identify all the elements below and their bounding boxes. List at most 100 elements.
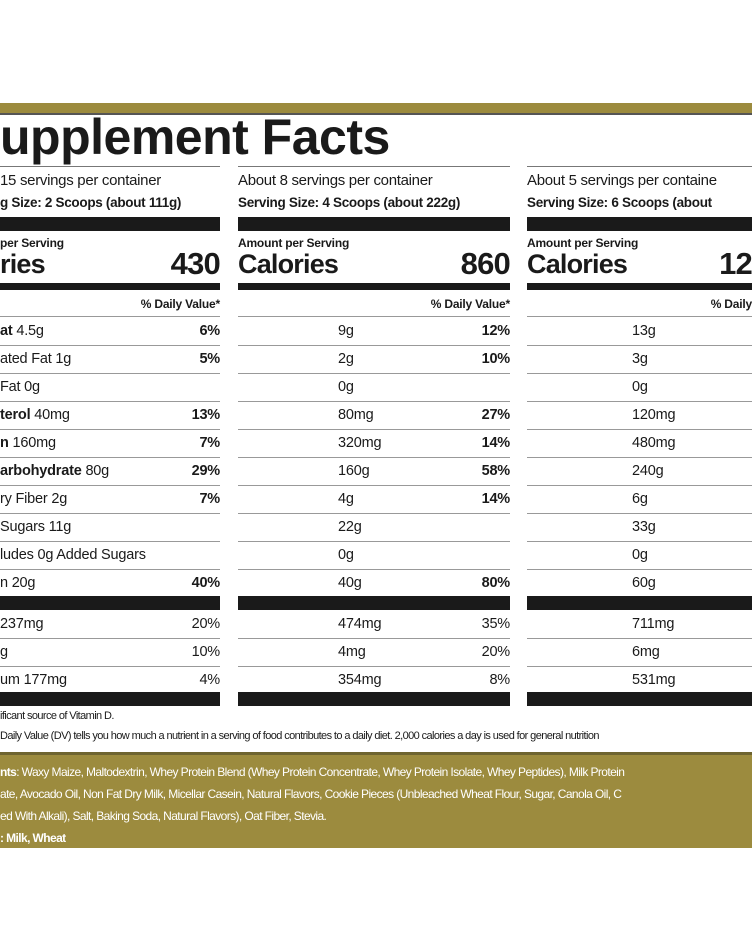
daily-value-header: % Daily [710, 297, 752, 311]
nutrient-amount: 240g [632, 463, 664, 479]
nutrient-amount: 60g [632, 575, 656, 591]
calories-value: 860 [460, 246, 511, 281]
nutrient-label: terol 40mg [0, 407, 70, 423]
nutrient-row: 2g 10% [238, 345, 510, 374]
nutrient-amount: 0g [338, 547, 354, 563]
nutrient-amount: 320mg [338, 435, 382, 451]
thick-divider [527, 283, 752, 290]
nutrient-row: n 160mg 7% [0, 429, 220, 458]
divider [0, 166, 220, 167]
nutrient-amount: 80mg [338, 407, 374, 423]
divider [527, 166, 752, 167]
servings-per-container: 15 servings per container [0, 172, 161, 189]
nutrient-label: at 4.5g [0, 323, 44, 339]
nutrient-amount: ated Fat 1g [0, 351, 72, 367]
nutrient-amount: 22g [338, 519, 362, 535]
mineral-percent: 8% [489, 672, 510, 688]
nutrient-row: Sugars 11g [0, 513, 220, 542]
vitamin-d-note: ificant source of Vitamin D. [0, 710, 114, 722]
top-gold-bar [0, 103, 752, 115]
facts-column: About 8 servings per container Serving S… [238, 166, 511, 706]
nutrient-label: ated Fat 1g [0, 351, 71, 367]
nutrient-row: ry Fiber 2g 7% [0, 485, 220, 514]
nutrient-amount: 3g [632, 351, 648, 367]
nutrient-percent: 40% [191, 575, 221, 591]
nutrient-name: terol [0, 407, 31, 423]
nutrient-row: 120mg [527, 401, 752, 430]
ingredients-line-1: nts: Waxy Maize, Maltodextrin, Whey Prot… [0, 765, 752, 779]
mineral-row: um 177mg 4% [0, 666, 220, 695]
nutrient-percent: 13% [191, 407, 221, 423]
mineral-row: 474mg 35% [238, 610, 510, 639]
nutrient-row: n 20g 40% [0, 569, 220, 598]
thick-divider [0, 596, 220, 610]
serving-size: Serving Size: 6 Scoops (about [527, 195, 712, 210]
nutrient-row: 240g [527, 457, 752, 486]
nutrient-row: at 4.5g 6% [0, 317, 220, 346]
thick-divider [527, 692, 752, 706]
nutrient-row: 480mg [527, 429, 752, 458]
nutrient-amount: 4g [338, 491, 354, 507]
servings-per-container: About 8 servings per container [238, 172, 433, 189]
amount-per-serving: Amount per Serving [238, 236, 350, 250]
nutrient-amount: 9g [338, 323, 354, 339]
nutrient-amount: Fat 0g [0, 379, 40, 395]
nutrient-percent: 80% [481, 575, 511, 591]
mineral-label: um 177mg [0, 672, 67, 688]
nutrient-row: Fat 0g [0, 373, 220, 402]
facts-column: About 5 servings per containe Serving Si… [527, 166, 752, 706]
nutrient-amount: 40mg [30, 407, 70, 423]
mineral-percent: 20% [191, 616, 221, 632]
page-title: upplement Facts [0, 109, 390, 165]
mineral-amount: 711mg [632, 616, 675, 632]
ingredients-label: nts [0, 765, 17, 779]
thick-divider [0, 692, 220, 706]
thick-divider [0, 283, 220, 290]
thick-divider [527, 217, 752, 231]
nutrient-row: 22g [238, 513, 510, 542]
mineral-percent: 35% [481, 616, 511, 632]
nutrient-percent: 5% [199, 351, 220, 367]
calories-label: ries [0, 249, 46, 279]
nutrient-row: ludes 0g Added Sugars [0, 541, 220, 570]
nutrient-amount: 4.5g [12, 323, 44, 339]
allergens: : Milk, Wheat [0, 831, 66, 845]
nutrient-amount: 40g [338, 575, 362, 591]
thick-divider [238, 217, 510, 231]
nutrient-label: n 20g [0, 575, 35, 591]
nutrient-row: 9g 12% [238, 317, 510, 346]
ingredients-box: nts: Waxy Maize, Maltodextrin, Whey Prot… [0, 752, 752, 848]
nutrient-label: ludes 0g Added Sugars [0, 547, 146, 563]
mineral-amount: 4mg [338, 644, 366, 660]
nutrient-row: ated Fat 1g 5% [0, 345, 220, 374]
daily-value-header: % Daily Value* [140, 297, 220, 311]
nutrient-name: n [0, 435, 9, 451]
nutrient-label: Fat 0g [0, 379, 40, 395]
nutrient-amount: 2g [338, 351, 354, 367]
nutrient-row: 3g [527, 345, 752, 374]
nutrient-row: 4g 14% [238, 485, 510, 514]
divider [527, 316, 752, 317]
nutrient-row: 0g [527, 541, 752, 570]
serving-size: Serving Size: 4 Scoops (about 222g) [238, 195, 461, 210]
nutrient-label: arbohydrate 80g [0, 463, 109, 479]
ingredients-line-2: ate, Avocado Oil, Non Fat Dry Milk, Mice… [0, 787, 622, 801]
nutrient-amount: ludes 0g Added Sugars [0, 547, 146, 563]
nutrient-percent: 12% [481, 323, 511, 339]
nutrient-percent: 14% [481, 491, 511, 507]
mineral-row: 531mg [527, 666, 752, 695]
nutrient-row: 320mg 14% [238, 429, 510, 458]
mineral-label: 237mg [0, 616, 44, 632]
nutrient-amount: Sugars 11g [0, 519, 72, 535]
mineral-row: 237mg 20% [0, 610, 220, 639]
nutrient-name: arbohydrate [0, 463, 82, 479]
nutrient-row: 40g 80% [238, 569, 510, 598]
mineral-row: g 10% [0, 638, 220, 667]
thick-divider [238, 283, 510, 290]
divider [238, 316, 510, 317]
nutrient-label: ry Fiber 2g [0, 491, 67, 507]
nutrient-amount: 0g [338, 379, 354, 395]
mineral-percent: 4% [199, 672, 220, 688]
nutrient-percent: 58% [481, 463, 511, 479]
mineral-amount: 531mg [632, 672, 676, 688]
